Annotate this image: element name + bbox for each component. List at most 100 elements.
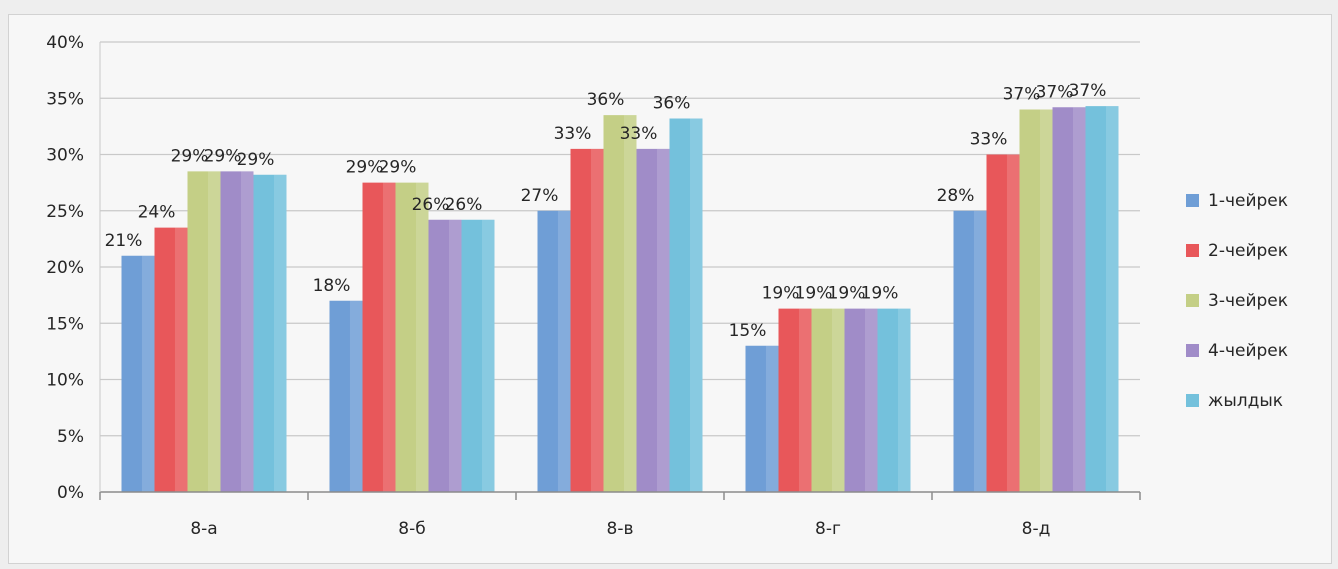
data-label: 29% xyxy=(346,158,384,178)
bar-shade xyxy=(1006,154,1020,492)
category-label: 8-б xyxy=(398,519,425,539)
data-label: 18% xyxy=(313,276,351,296)
data-label: 29% xyxy=(171,146,209,166)
bar-shade xyxy=(689,118,703,492)
data-label: 26% xyxy=(445,195,483,215)
legend-swatch xyxy=(1186,294,1199,307)
y-tick-label: 5% xyxy=(57,427,84,447)
category-label: 8-а xyxy=(190,519,217,539)
bar-shade xyxy=(240,171,254,492)
data-label: 26% xyxy=(412,195,450,215)
bar-shade xyxy=(415,182,429,492)
bar xyxy=(537,210,571,492)
bar-shade xyxy=(174,227,188,492)
bar xyxy=(636,148,670,492)
data-label: 37% xyxy=(1036,82,1074,102)
bar xyxy=(220,171,254,492)
y-tick-label: 35% xyxy=(46,89,84,109)
data-label: 29% xyxy=(379,158,417,178)
bar-shade xyxy=(481,219,495,492)
y-tick-label: 25% xyxy=(46,202,84,222)
bar-shade xyxy=(273,174,287,492)
bar-shade xyxy=(448,219,462,492)
bar xyxy=(461,219,495,492)
bar-shade xyxy=(798,308,812,492)
data-label: 29% xyxy=(204,146,242,166)
bar-shade xyxy=(1072,107,1086,492)
data-label: 33% xyxy=(620,124,658,144)
data-label: 37% xyxy=(1003,85,1041,105)
bar xyxy=(570,148,604,492)
data-label: 27% xyxy=(521,186,559,206)
bar-shade xyxy=(1039,109,1053,492)
bar-shade xyxy=(656,148,670,492)
bar-shade xyxy=(897,308,911,492)
data-label: 24% xyxy=(138,203,176,223)
y-tick-label: 20% xyxy=(46,258,84,278)
legend-swatch xyxy=(1186,394,1199,407)
bar-shade xyxy=(557,210,571,492)
data-label: 19% xyxy=(861,284,899,304)
data-labels: 21%24%29%29%29%18%29%29%26%26% 27%33%36%3… xyxy=(105,81,1107,341)
y-tick-label: 40% xyxy=(46,33,84,53)
data-label: 21% xyxy=(105,231,143,251)
category-label: 8-в xyxy=(607,519,634,539)
bar xyxy=(844,308,878,492)
y-tick-label: 15% xyxy=(46,314,84,334)
data-label: 33% xyxy=(970,130,1008,150)
bar xyxy=(362,182,396,492)
bar-shade xyxy=(831,308,845,492)
bar xyxy=(877,308,911,492)
data-label: 36% xyxy=(587,90,625,110)
category-label: 8-д xyxy=(1022,519,1051,539)
bar-shade xyxy=(623,115,637,492)
bar xyxy=(428,219,462,492)
bar xyxy=(1085,106,1119,492)
data-label: 36% xyxy=(653,94,691,114)
bars xyxy=(121,106,1119,492)
bar-shade xyxy=(973,210,987,492)
data-label: 19% xyxy=(795,284,833,304)
legend-label: 4-чейрек xyxy=(1208,341,1288,361)
data-label: 33% xyxy=(554,124,592,144)
legend-label: жылдык xyxy=(1208,391,1283,411)
category-label: 8-г xyxy=(815,519,841,539)
bar xyxy=(745,345,779,492)
bar xyxy=(986,154,1020,492)
data-label: 37% xyxy=(1069,81,1107,101)
bar-shade xyxy=(141,255,155,492)
bar-shade xyxy=(349,300,363,492)
legend-swatch xyxy=(1186,244,1199,257)
data-label: 29% xyxy=(237,150,275,170)
bar xyxy=(953,210,987,492)
bar xyxy=(669,118,703,492)
bar xyxy=(329,300,363,492)
bar xyxy=(121,255,155,492)
bar xyxy=(395,182,429,492)
bar-shade xyxy=(864,308,878,492)
y-tick-label: 30% xyxy=(46,146,84,166)
bar xyxy=(187,171,221,492)
bar-shade xyxy=(765,345,779,492)
bar xyxy=(1052,107,1086,492)
data-label: 19% xyxy=(762,284,800,304)
bar xyxy=(603,115,637,492)
legend-label: 1-чейрек xyxy=(1208,191,1288,211)
bar-shade xyxy=(1105,106,1119,492)
legend: 1-чейрек 2-чейрек 3-чейрек 4-чейрек жылдык xyxy=(1186,191,1288,411)
bar xyxy=(253,174,287,492)
bar-shade xyxy=(207,171,221,492)
legend-label: 2-чейрек xyxy=(1208,241,1288,261)
data-label: 19% xyxy=(828,284,866,304)
y-tick-label: 0% xyxy=(57,483,84,503)
bar xyxy=(154,227,188,492)
bar-shade xyxy=(382,182,396,492)
bar xyxy=(778,308,812,492)
bar-shade xyxy=(590,148,604,492)
data-label: 28% xyxy=(937,186,975,206)
bar xyxy=(811,308,845,492)
legend-swatch xyxy=(1186,194,1199,207)
bar xyxy=(1019,109,1053,492)
legend-label: 3-чейрек xyxy=(1208,291,1288,311)
